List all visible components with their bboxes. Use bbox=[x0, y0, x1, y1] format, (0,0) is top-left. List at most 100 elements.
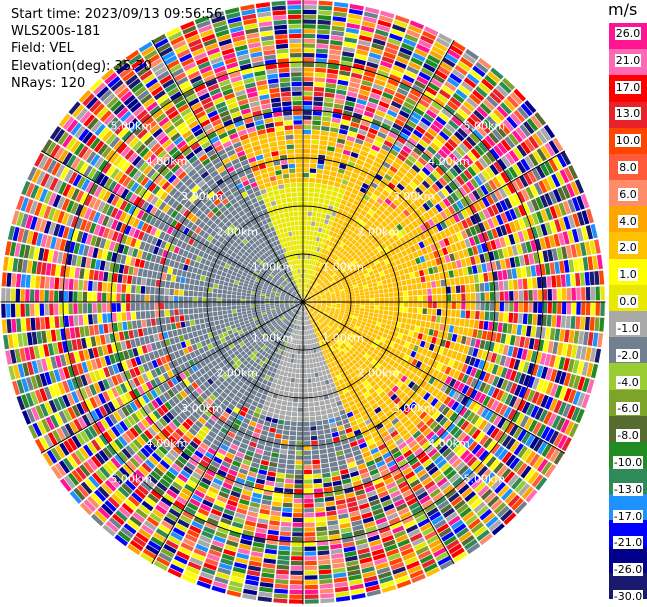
velocity-gate bbox=[322, 238, 327, 244]
velocity-gate bbox=[267, 432, 276, 438]
velocity-gate bbox=[482, 361, 490, 372]
velocity-gate bbox=[500, 333, 507, 344]
velocity-gate bbox=[388, 237, 395, 244]
velocity-gate bbox=[495, 84, 509, 98]
velocity-gate bbox=[313, 363, 317, 368]
velocity-gate bbox=[307, 254, 311, 260]
velocity-gate bbox=[316, 307, 321, 310]
velocity-gate bbox=[304, 565, 317, 571]
velocity-gate bbox=[337, 246, 342, 252]
velocity-gate bbox=[341, 256, 347, 261]
velocity-gate bbox=[386, 334, 393, 341]
velocity-gate bbox=[363, 205, 370, 213]
velocity-gate bbox=[421, 348, 428, 356]
velocity-gate bbox=[303, 9, 317, 15]
velocity-gate bbox=[326, 307, 331, 310]
velocity-gate bbox=[545, 367, 553, 381]
velocity-gate bbox=[448, 181, 458, 191]
velocity-gate bbox=[366, 279, 372, 285]
velocity-gate bbox=[394, 92, 407, 101]
velocity-gate bbox=[549, 354, 556, 368]
velocity-gate bbox=[419, 326, 425, 334]
velocity-gate bbox=[286, 377, 291, 382]
velocity-gate bbox=[370, 298, 375, 302]
velocity-gate bbox=[542, 340, 549, 353]
velocity-gate bbox=[404, 158, 414, 167]
velocity-gate bbox=[476, 106, 489, 118]
velocity-gate bbox=[428, 343, 435, 351]
velocity-gate bbox=[318, 154, 326, 160]
velocity-gate bbox=[537, 441, 548, 455]
velocity-gate bbox=[293, 358, 297, 364]
velocity-gate bbox=[395, 276, 401, 282]
velocity-gate bbox=[469, 356, 476, 367]
velocity-gate bbox=[327, 316, 332, 320]
velocity-gate bbox=[482, 154, 492, 166]
velocity-gate bbox=[322, 174, 329, 180]
velocity-gate bbox=[277, 559, 290, 565]
velocity-gate bbox=[403, 307, 408, 313]
velocity-gate bbox=[456, 232, 464, 241]
velocity-gate bbox=[289, 589, 303, 595]
velocity-gate bbox=[438, 130, 450, 141]
velocity-gate bbox=[435, 116, 447, 126]
velocity-gate bbox=[388, 105, 400, 114]
velocity-gate bbox=[334, 182, 341, 188]
velocity-gate bbox=[375, 209, 383, 216]
velocity-gate bbox=[428, 173, 438, 183]
velocity-gate bbox=[383, 118, 394, 127]
velocity-gate bbox=[306, 295, 310, 299]
velocity-gate bbox=[573, 330, 580, 344]
velocity-gate bbox=[357, 175, 366, 182]
velocity-gate bbox=[391, 321, 397, 327]
velocity-gate bbox=[517, 399, 527, 412]
velocity-gate bbox=[343, 285, 348, 289]
velocity-gate bbox=[345, 294, 351, 298]
velocity-gate bbox=[304, 551, 317, 556]
velocity-gate bbox=[418, 139, 429, 149]
velocity-gate bbox=[518, 217, 526, 230]
velocity-gate bbox=[592, 332, 599, 347]
velocity-gate bbox=[278, 390, 284, 396]
velocity-gate bbox=[525, 451, 536, 464]
velocity-gate bbox=[394, 140, 404, 149]
velocity-gate bbox=[411, 383, 419, 392]
velocity-gate bbox=[279, 410, 286, 416]
velocity-gate bbox=[426, 315, 432, 322]
velocity-gate bbox=[332, 20, 346, 27]
velocity-gate bbox=[272, 501, 282, 507]
velocity-gate bbox=[313, 96, 324, 102]
velocity-gate bbox=[421, 262, 428, 269]
velocity-gate bbox=[311, 281, 315, 286]
velocity-gate bbox=[451, 116, 463, 127]
velocity-gate bbox=[509, 302, 514, 312]
velocity-gate bbox=[320, 292, 325, 295]
velocity-gate bbox=[313, 488, 323, 494]
velocity-gate bbox=[303, 91, 313, 96]
velocity-gate bbox=[319, 583, 333, 589]
velocity-gate bbox=[419, 232, 427, 241]
velocity-gate bbox=[365, 213, 372, 220]
velocity-gate bbox=[319, 145, 327, 151]
velocity-gate bbox=[373, 349, 379, 355]
velocity-gate bbox=[349, 312, 355, 316]
velocity-gate bbox=[539, 194, 549, 208]
velocity-gate bbox=[467, 328, 474, 337]
velocity-gate bbox=[327, 285, 333, 289]
velocity-gate bbox=[436, 371, 444, 381]
velocity-gate bbox=[262, 563, 276, 569]
velocity-gate bbox=[282, 376, 287, 382]
velocity-gate bbox=[531, 212, 540, 225]
velocity-gate bbox=[384, 198, 392, 206]
velocity-gate bbox=[495, 354, 502, 365]
velocity-gate bbox=[303, 134, 311, 139]
velocity-gate bbox=[420, 67, 434, 77]
velocity-gate bbox=[326, 304, 331, 307]
velocity-gate bbox=[326, 299, 332, 301]
velocity-gate bbox=[466, 73, 480, 85]
velocity-gate bbox=[333, 572, 347, 579]
velocity-gate bbox=[304, 479, 313, 484]
velocity-gate bbox=[307, 303, 312, 305]
velocity-gate bbox=[348, 81, 360, 89]
velocity-gate bbox=[297, 421, 303, 427]
